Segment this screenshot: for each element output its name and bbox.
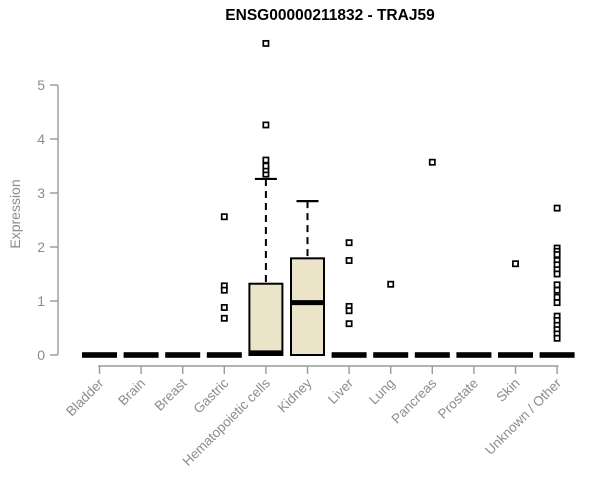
outlier-unknown-other (553, 334, 561, 342)
x-tick-label: Breast (152, 375, 190, 413)
outlier-lung (387, 280, 395, 288)
outlier-liver (345, 239, 353, 247)
y-tick-label: 2 (37, 239, 45, 255)
median-bladder (82, 352, 117, 358)
outlier-unknown-other (553, 204, 561, 212)
median-lung (373, 352, 409, 358)
chart-title: ENSG00000211832 - TRAJ59 (225, 7, 435, 24)
x-tick-label: Lung (366, 376, 398, 408)
box-hematopoietic-cells (248, 282, 284, 356)
y-tick-label: 4 (37, 131, 45, 147)
box-kidney (290, 257, 325, 356)
outlier-unknown-other (553, 281, 561, 289)
outlier-pancreas (428, 158, 436, 166)
x-tick-label: Gastric (191, 375, 232, 416)
y-axis-title: Expression (7, 179, 23, 248)
outlier-liver (345, 307, 353, 315)
x-tick-label: Skin (493, 376, 522, 405)
outlier-unknown-other (553, 251, 561, 259)
median-brain (123, 352, 159, 358)
x-tick-label: Pancreas (388, 375, 439, 426)
outlier-unknown-other (553, 286, 561, 294)
outlier-hematopoietic-cells (262, 39, 270, 47)
outlier-unknown-other (553, 293, 561, 301)
median-liver (331, 352, 367, 358)
outlier-unknown-other (553, 299, 561, 307)
outlier-gastric (220, 213, 228, 221)
x-tick-label: Prostate (435, 376, 481, 422)
y-tick-label: 0 (37, 347, 45, 363)
outlier-skin (512, 260, 519, 268)
x-tick-label: Bladder (63, 375, 107, 419)
outlier-unknown-other (553, 270, 561, 278)
outlier-hematopoietic-cells (262, 121, 270, 129)
x-tick-label: Brain (115, 376, 148, 409)
median-skin (498, 352, 533, 358)
median-unknown-other (539, 352, 575, 358)
outlier-gastric (220, 286, 228, 294)
outlier-hematopoietic-cells (262, 156, 270, 164)
outlier-hematopoietic-cells (262, 162, 270, 170)
x-tick-label: Kidney (275, 375, 315, 415)
y-tick-label: 5 (37, 77, 45, 93)
y-tick-label: 3 (37, 185, 45, 201)
median-pancreas (414, 352, 450, 358)
median-gastric (206, 352, 242, 358)
median-prostate (456, 352, 492, 358)
outlier-liver (345, 257, 353, 264)
median-breast (165, 352, 201, 358)
boxes-layer (82, 39, 575, 358)
x-tick-label: Unknown / Other (482, 375, 565, 458)
outlier-gastric (220, 304, 228, 311)
y-tick-label: 1 (37, 293, 45, 309)
outlier-gastric (220, 314, 228, 322)
outlier-liver (345, 320, 353, 328)
x-tick-label: Liver (325, 375, 357, 407)
